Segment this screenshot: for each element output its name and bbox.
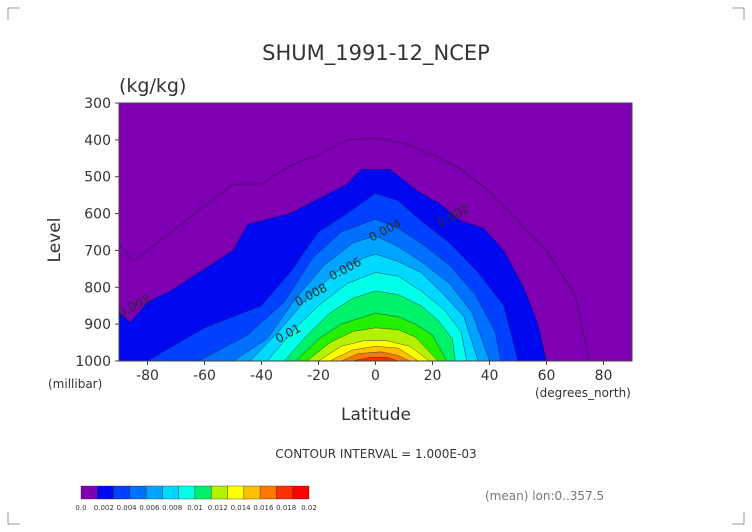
- contour-lines: [119, 137, 590, 361]
- axes: 300 400 500 600 700 800 900 1000 -80 -60 -40 -20 0 20…: [75, 96, 633, 384]
- colorbar-swatch: [113, 485, 131, 500]
- colorbar-label: 0.014: [231, 504, 252, 512]
- x-tick-label: 40: [481, 368, 499, 384]
- colorbar-swatch: [276, 485, 293, 500]
- colorbar-swatch: [162, 485, 179, 500]
- contour-line-7: [284, 290, 456, 361]
- contour-line-13: [352, 357, 399, 361]
- x-tick-label: -60: [193, 368, 216, 384]
- colorbar-label: 0.02: [301, 504, 317, 512]
- contour-line-3: [198, 218, 502, 361]
- corner-mark-tl: [7, 7, 20, 20]
- x-tick-label: 80: [595, 368, 613, 384]
- y-axis-unit: (millibar): [48, 377, 102, 391]
- colorbar-swatch: [178, 485, 196, 500]
- colorbar-label: 0.004: [117, 504, 138, 512]
- colorbar-label: 0.006: [139, 504, 160, 512]
- plot-area: [119, 103, 632, 361]
- y-tick-label: 500: [84, 170, 111, 186]
- contour-region-14: [352, 357, 399, 361]
- contour-line-12: [341, 351, 410, 361]
- contour-line-11: [329, 346, 419, 361]
- contour-region-13: [341, 351, 410, 361]
- y-tick-label: 400: [84, 133, 111, 149]
- x-tick-label: 20: [424, 368, 442, 384]
- contour-interval-text: CONTOUR INTERVAL = 1.000E-03: [275, 447, 476, 461]
- colorbar-label: 0.0: [75, 504, 86, 512]
- contour-line-5: [249, 253, 479, 361]
- colorbar-swatch: [227, 485, 245, 500]
- contour-line-9: [306, 327, 439, 361]
- corner-mark-br: [732, 512, 745, 525]
- chart-title: SHUM_1991-12_NCEP: [262, 41, 490, 66]
- colorbar: 0.0 0.002 0.004 0.006 0.008 0.01 0.012 0.014 0.0…: [75, 485, 317, 512]
- y-tick-label: 1000: [75, 354, 111, 370]
- contour-line-2: [147, 193, 519, 361]
- x-tick-label: 60: [538, 368, 556, 384]
- colorbar-swatch: [194, 485, 212, 500]
- contour-line-6: [267, 272, 467, 361]
- y-tick-label: 900: [84, 317, 111, 333]
- colorbar-label: 0.002: [94, 504, 114, 512]
- y-tick-label: 600: [84, 207, 111, 223]
- colorbar-label: 0.012: [208, 504, 228, 512]
- colorbar-label: 0.01: [187, 504, 203, 512]
- colorbar-swatch: [243, 485, 261, 500]
- x-tick-label: 0: [371, 368, 380, 384]
- corner-mark-bl: [7, 512, 20, 525]
- contour-line-0: [119, 137, 590, 361]
- y-tick-label: 300: [84, 96, 111, 112]
- y-tick-label: 700: [84, 243, 111, 259]
- colorbar-swatch: [292, 485, 310, 500]
- colorbar-swatch: [97, 485, 114, 500]
- x-axis-unit: (degrees_north): [535, 386, 631, 400]
- contour-line-1: [119, 169, 547, 361]
- footnote: (mean) lon:0..357.5: [485, 489, 604, 503]
- colorbar-swatch: [80, 485, 98, 500]
- corner-mark-tr: [732, 7, 745, 20]
- colorbar-label: 0.018: [276, 504, 296, 512]
- x-tick-label: -40: [250, 368, 273, 384]
- colorbar-swatch: [129, 485, 147, 500]
- y-tick-label: 800: [84, 280, 111, 296]
- y-axis-label: Level: [45, 218, 65, 263]
- colorbar-swatch: [211, 485, 228, 500]
- x-tick-label: -80: [136, 368, 159, 384]
- colorbar-label: 0.016: [253, 504, 274, 512]
- units-label: (kg/kg): [119, 75, 186, 97]
- contour-line-4: [232, 235, 490, 361]
- colorbar-label: 0.008: [162, 504, 182, 512]
- colorbar-swatch: [145, 485, 163, 500]
- colorbar-swatch: [259, 485, 277, 500]
- x-axis-label: Latitude: [341, 405, 411, 425]
- contour-line-10: [318, 340, 430, 361]
- x-tick-label: -20: [307, 368, 330, 384]
- contour-line-8: [295, 312, 448, 361]
